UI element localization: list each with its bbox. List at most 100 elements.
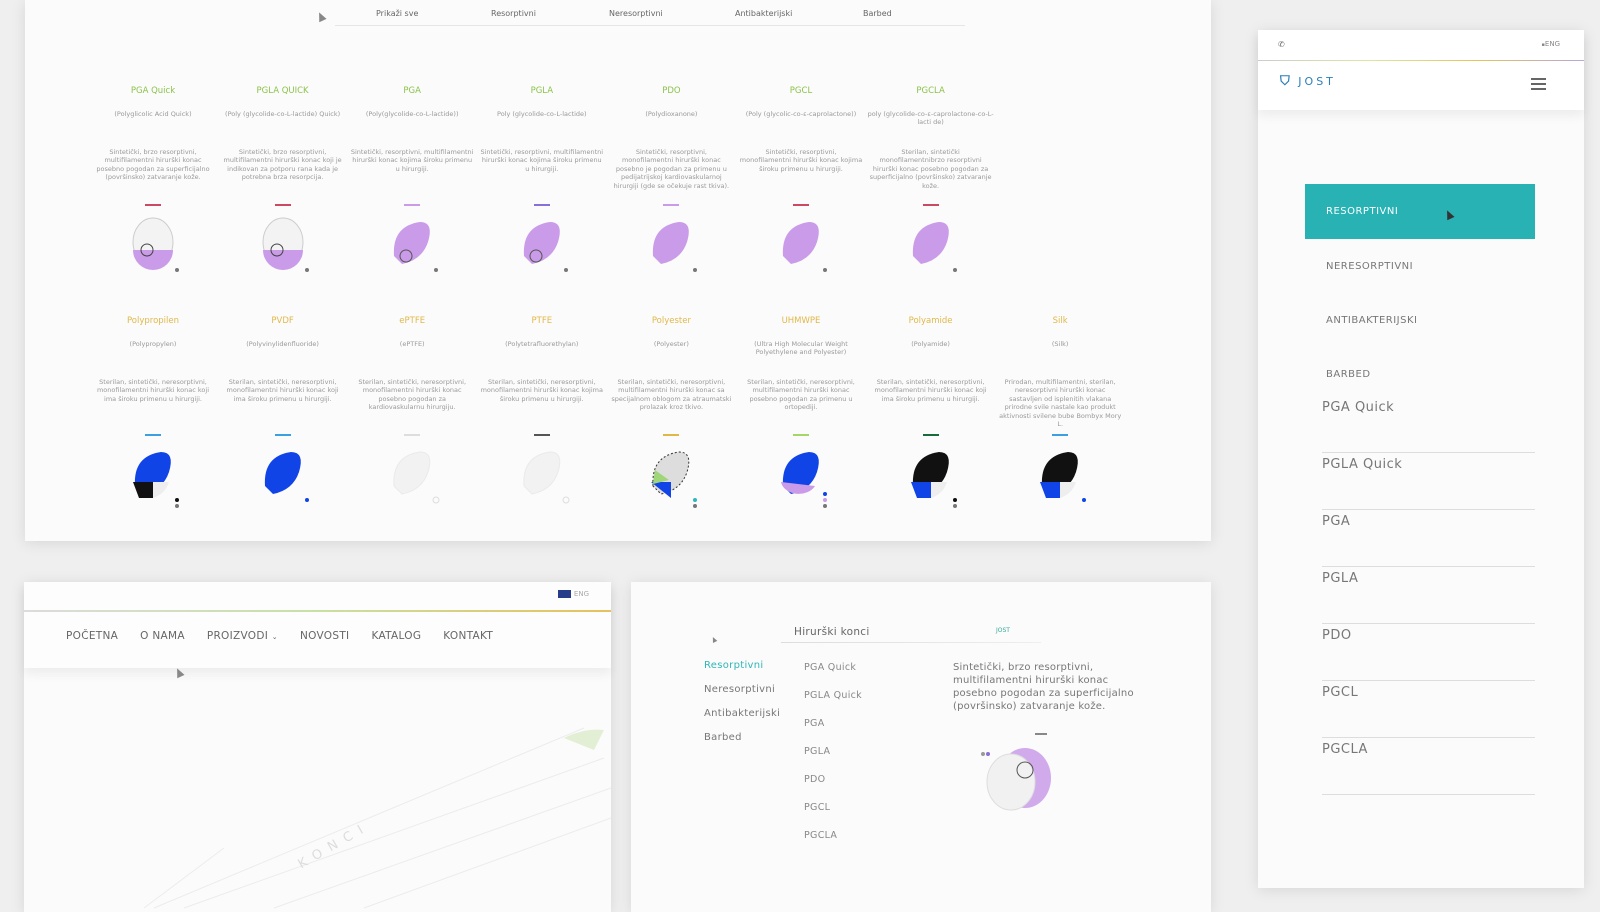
suture-image[interactable] bbox=[641, 212, 701, 278]
product-pgcl[interactable]: PGCL bbox=[804, 802, 831, 813]
suture-image[interactable] bbox=[771, 442, 831, 508]
nav-novosti[interactable]: NOVOSTI bbox=[299, 630, 350, 642]
filter-barbed[interactable]: Barbed bbox=[863, 9, 892, 18]
suture-image[interactable] bbox=[123, 442, 183, 508]
hamburger-menu-icon[interactable] bbox=[1531, 78, 1546, 90]
product-pgla-quick[interactable]: PGLA Quick bbox=[804, 690, 862, 701]
product-card[interactable]: PTFE (Polytetrafluorethylan) Sterilan, s… bbox=[476, 316, 608, 508]
nav-o-nama[interactable]: O NAMA bbox=[140, 630, 185, 642]
product-card[interactable]: ePTFE (ePTFE) Sterilan, sintetički, nere… bbox=[346, 316, 478, 508]
nav-proizvodi-label: PROIZVODI bbox=[206, 630, 269, 642]
product-name[interactable]: Silk bbox=[1052, 316, 1068, 326]
category-neresorptivni[interactable]: NERESORPTIVNI bbox=[1326, 261, 1414, 272]
suture-image[interactable] bbox=[512, 442, 572, 508]
language-switch[interactable]: ENG bbox=[557, 590, 589, 598]
product-card[interactable]: PDO (Polydioxanone) Sintetički, resorpti… bbox=[605, 86, 737, 278]
color-rule bbox=[145, 204, 161, 206]
phone-icon[interactable]: ✆ bbox=[1278, 40, 1285, 49]
product-pga-quick[interactable]: PGA Quick bbox=[1322, 394, 1535, 453]
product-latin-name: (Poly (glycolic-co-ε-caprolactone)) bbox=[745, 110, 857, 118]
logo[interactable]: JOST bbox=[996, 627, 1010, 634]
product-name[interactable]: PTFE bbox=[531, 316, 553, 326]
product-card[interactable]: Silk (Silk) Prirodan, multifilamentni, s… bbox=[994, 316, 1126, 508]
filter-resorptivni[interactable]: Resorptivni bbox=[491, 9, 536, 18]
product-pga-quick[interactable]: PGA Quick bbox=[804, 662, 857, 673]
product-name[interactable]: PGA Quick bbox=[130, 86, 176, 96]
category-barbed[interactable]: Barbed bbox=[704, 732, 742, 743]
product-card[interactable]: Polypropilen (Polypropylen) Sterilan, si… bbox=[87, 316, 219, 508]
product-name[interactable]: PGCL bbox=[789, 86, 813, 96]
product-name[interactable]: UHMWPE bbox=[781, 316, 821, 326]
product-pgla[interactable]: PGLA bbox=[804, 746, 831, 757]
product-name[interactable]: Polyester bbox=[651, 316, 691, 326]
product-card[interactable]: PVDF (Polyvinylidenfluoride) Sterilan, s… bbox=[217, 316, 349, 508]
product-name[interactable]: PVDF bbox=[271, 316, 294, 326]
suture-image[interactable] bbox=[901, 212, 961, 278]
product-card[interactable]: PGA Quick (Polyglicolic Acid Quick) Sint… bbox=[87, 86, 219, 278]
category-barbed[interactable]: BARBED bbox=[1326, 369, 1371, 380]
product-description: Sterilan, sintetički monofilamentnibrzo … bbox=[869, 148, 992, 190]
category-resorptivni-active[interactable]: RESORPTIVNI bbox=[1305, 184, 1535, 239]
product-card[interactable]: PGA (Poly(glycolide-co-L-lactide)) Sinte… bbox=[346, 86, 478, 278]
product-pgcla[interactable]: PGCLA bbox=[1322, 736, 1535, 795]
product-name[interactable]: PGCLA bbox=[916, 86, 945, 96]
color-rule bbox=[404, 434, 421, 436]
suture-image[interactable] bbox=[641, 442, 701, 508]
product-card[interactable]: PGLA QUICK (Poly (glycolide-co-L-lactide… bbox=[217, 86, 349, 278]
filter-all[interactable]: Prikaži sve bbox=[376, 9, 419, 18]
product-name[interactable]: PGLA QUICK bbox=[256, 86, 309, 96]
filter-antibakterijski[interactable]: Antibakterijski bbox=[735, 9, 793, 18]
color-rule bbox=[404, 204, 421, 206]
product-description: Sterilan, sintetički, neresorptivni, mon… bbox=[480, 378, 603, 403]
product-card[interactable]: PGCL (Poly (glycolic-co-ε-caprolactone))… bbox=[735, 86, 867, 278]
suture-image[interactable] bbox=[253, 442, 313, 508]
product-card[interactable]: Polyamide (Polyamide) Sterilan, sintetič… bbox=[865, 316, 997, 508]
product-pdo[interactable]: PDO bbox=[804, 774, 826, 785]
mobile-header: ✆ ▪ENG ⛉ JOST bbox=[1258, 30, 1584, 110]
category-resorptivni[interactable]: Resorptivni bbox=[704, 660, 764, 671]
logo[interactable]: ⛉ JOST bbox=[1280, 74, 1336, 89]
nav-pocetna[interactable]: POČETNA bbox=[66, 630, 119, 642]
suture-image[interactable] bbox=[382, 442, 442, 508]
product-card[interactable]: Polyester (Polyester) Sterilan, sintetič… bbox=[605, 316, 737, 508]
suture-image[interactable] bbox=[382, 212, 442, 278]
product-card[interactable]: UHMWPE (Ultra High Molecular Weight Poly… bbox=[735, 316, 867, 508]
suture-image[interactable] bbox=[253, 212, 313, 278]
product-pgcla[interactable]: PGCLA bbox=[804, 830, 838, 841]
nav-kontakt[interactable]: KONTAKT bbox=[443, 630, 494, 642]
product-pgcl[interactable]: PGCL bbox=[1322, 679, 1535, 738]
category-neresorptivni[interactable]: Neresorptivni bbox=[704, 684, 776, 695]
color-line bbox=[1258, 60, 1584, 61]
nav-proizvodi[interactable]: PROIZVODI ⌄ bbox=[207, 630, 278, 642]
product-pgla-quick[interactable]: PGLA Quick bbox=[1322, 451, 1535, 510]
filter-neresorptivni[interactable]: Neresorptivni bbox=[609, 9, 663, 18]
product-name[interactable]: PDO bbox=[662, 86, 681, 96]
product-name[interactable]: Polypropilen bbox=[126, 316, 180, 326]
mega-menu-panel: Hirurški konci JOST Resorptivni Neresorp… bbox=[631, 582, 1211, 912]
product-pga[interactable]: PGA bbox=[1322, 508, 1535, 567]
product-latin-name: (Polyglicolic Acid Quick) bbox=[114, 110, 192, 118]
product-name[interactable]: Polyamide bbox=[908, 316, 953, 326]
product-latin-name: (Polyamide) bbox=[911, 340, 950, 348]
color-rule bbox=[793, 204, 809, 206]
suture-image[interactable] bbox=[123, 212, 183, 278]
product-name[interactable]: PGLA bbox=[530, 86, 554, 96]
product-card[interactable]: PGCLA poly (glycolide-co-ε-caprolactone-… bbox=[865, 86, 997, 278]
category-antibakterijski[interactable]: Antibakterijski bbox=[704, 708, 781, 719]
nav-katalog[interactable]: KATALOG bbox=[371, 630, 422, 642]
language-switch[interactable]: ▪ENG bbox=[1542, 40, 1560, 48]
suture-image[interactable] bbox=[512, 212, 572, 278]
product-pdo[interactable]: PDO bbox=[1322, 622, 1535, 681]
product-pgla[interactable]: PGLA bbox=[1322, 565, 1535, 624]
product-name[interactable]: ePTFE bbox=[399, 316, 426, 326]
suture-image[interactable] bbox=[771, 212, 831, 278]
product-card[interactable]: PGLA Poly (glycolide-co-L-lactide) Sinte… bbox=[476, 86, 608, 278]
category-antibakterijski[interactable]: ANTIBAKTERIJSKI bbox=[1326, 315, 1418, 326]
suture-image[interactable] bbox=[901, 442, 961, 508]
chevron-down-icon: ⌄ bbox=[271, 633, 278, 641]
suture-image[interactable] bbox=[1030, 442, 1090, 508]
product-latin-name: Poly (glycolide-co-L-lactide) bbox=[497, 110, 587, 118]
product-latin-name: (Poly(glycolide-co-L-lactide)) bbox=[365, 110, 459, 118]
product-name[interactable]: PGA bbox=[403, 86, 421, 96]
product-pga[interactable]: PGA bbox=[804, 718, 825, 729]
